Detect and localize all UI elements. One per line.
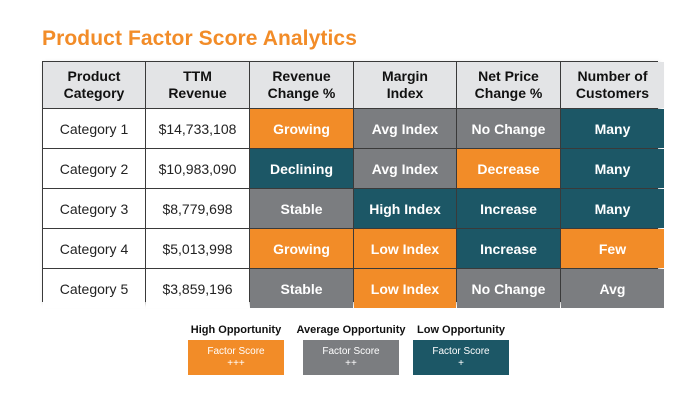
legend-label: Average Opportunity [296, 324, 406, 336]
cell-customers: Few [561, 229, 664, 268]
legend-score-text: Factor Score [322, 345, 380, 357]
cell-revenue: $3,859,196 [146, 269, 249, 308]
cell-category: Category 5 [43, 269, 145, 308]
legend-low-opportunity: Low Opportunity Factor Score + [405, 322, 517, 375]
cell-category: Category 4 [43, 229, 145, 268]
legend-swatch-teal: Factor Score + [413, 340, 509, 375]
header-margin-index: Margin Index [354, 62, 456, 108]
legend-swatch-orange: Factor Score +++ [188, 340, 284, 375]
cell-customers: Many [561, 189, 664, 228]
cell-category: Category 3 [43, 189, 145, 228]
cell-net-price-change: No Change [457, 109, 560, 148]
legend-high-opportunity: High Opportunity Factor Score +++ [180, 322, 292, 375]
cell-net-price-change: Increase [457, 189, 560, 228]
cell-net-price-change: No Change [457, 269, 560, 308]
cell-customers: Many [561, 109, 664, 148]
legend-score-symbol: + [458, 357, 464, 369]
cell-net-price-change: Increase [457, 229, 560, 268]
cell-revenue-change: Growing [250, 109, 353, 148]
cell-net-price-change: Decrease [457, 149, 560, 188]
header-revenue-change: Revenue Change % [250, 62, 353, 108]
legend-score-symbol: ++ [345, 357, 357, 369]
legend-average-opportunity: Average Opportunity Factor Score ++ [295, 322, 407, 375]
cell-revenue: $5,013,998 [146, 229, 249, 268]
cell-revenue-change: Stable [250, 269, 353, 308]
cell-margin-index: Avg Index [354, 149, 456, 188]
cell-margin-index: Low Index [354, 229, 456, 268]
legend-score-text: Factor Score [207, 345, 265, 357]
factor-score-table: Product Category TTM Revenue Revenue Cha… [42, 61, 664, 308]
header-product-category: Product Category [43, 62, 145, 108]
header-number-of-customers: Number of Customers [561, 62, 664, 108]
legend-label: High Opportunity [190, 324, 282, 336]
header-ttm-revenue: TTM Revenue [146, 62, 249, 108]
cell-customers: Avg [561, 269, 664, 308]
header-net-price-change: Net Price Change % [457, 62, 560, 108]
cell-margin-index: Avg Index [354, 109, 456, 148]
cell-revenue-change: Stable [250, 189, 353, 228]
cell-customers: Many [561, 149, 664, 188]
legend-swatch-gray: Factor Score ++ [303, 340, 399, 375]
cell-revenue: $8,779,698 [146, 189, 249, 228]
cell-category: Category 2 [43, 149, 145, 188]
cell-margin-index: High Index [354, 189, 456, 228]
page-title: Product Factor Score Analytics [42, 27, 357, 50]
cell-revenue-change: Growing [250, 229, 353, 268]
cell-revenue: $14,733,108 [146, 109, 249, 148]
legend-score-text: Factor Score [432, 345, 490, 357]
cell-margin-index: Low Index [354, 269, 456, 308]
legend-label: Low Opportunity [417, 324, 505, 336]
cell-revenue-change: Declining [250, 149, 353, 188]
cell-category: Category 1 [43, 109, 145, 148]
cell-revenue: $10,983,090 [146, 149, 249, 188]
legend-score-symbol: +++ [227, 357, 245, 369]
